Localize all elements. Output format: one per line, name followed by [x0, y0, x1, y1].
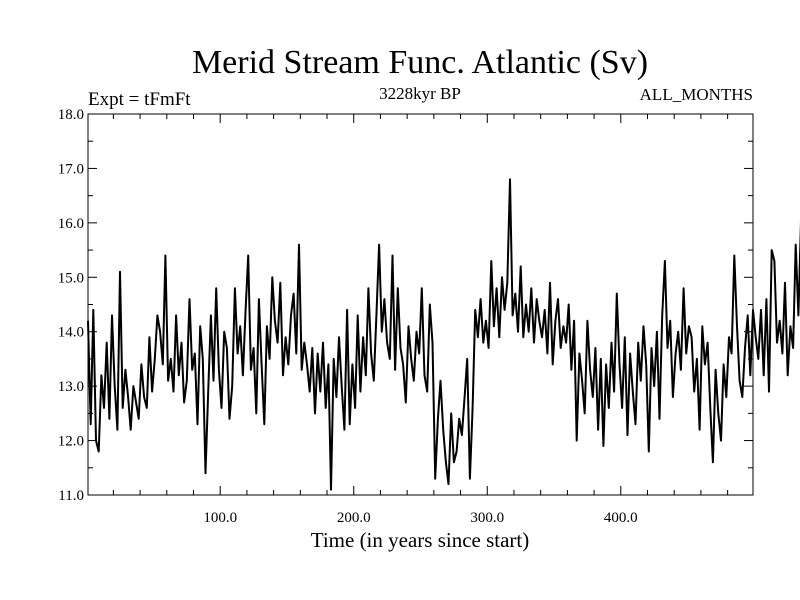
chart-title: Merid Stream Func. Atlantic (Sv): [192, 44, 648, 81]
x-tick-label: 100.0: [203, 510, 237, 526]
series-line-amoc: [87, 178, 800, 491]
y-tick-label: 14.0: [58, 325, 84, 341]
x-tick-label: 300.0: [470, 510, 504, 526]
experiment-label: Expt = tFmFt: [88, 89, 191, 110]
y-tick-label: 15.0: [58, 270, 84, 286]
y-tick-label: 12.0: [58, 434, 84, 450]
months-label: ALL_MONTHS: [640, 85, 753, 104]
x-tick-label: 400.0: [604, 510, 638, 526]
x-tick-label: 200.0: [337, 510, 371, 526]
y-tick-label: 18.0: [58, 107, 84, 123]
plot-frame: [87, 113, 754, 496]
x-axis-label: Time (in years since start): [311, 528, 530, 552]
y-tick-label: 11.0: [58, 488, 84, 504]
x-axis: 100.0 200.0 300.0 400.0: [112, 114, 729, 526]
y-tick-label: 13.0: [58, 379, 84, 395]
y-tick-label: 16.0: [58, 216, 84, 232]
y-tick-label: 17.0: [58, 161, 84, 177]
chart-subtitle: 3228kyr BP: [379, 84, 461, 103]
